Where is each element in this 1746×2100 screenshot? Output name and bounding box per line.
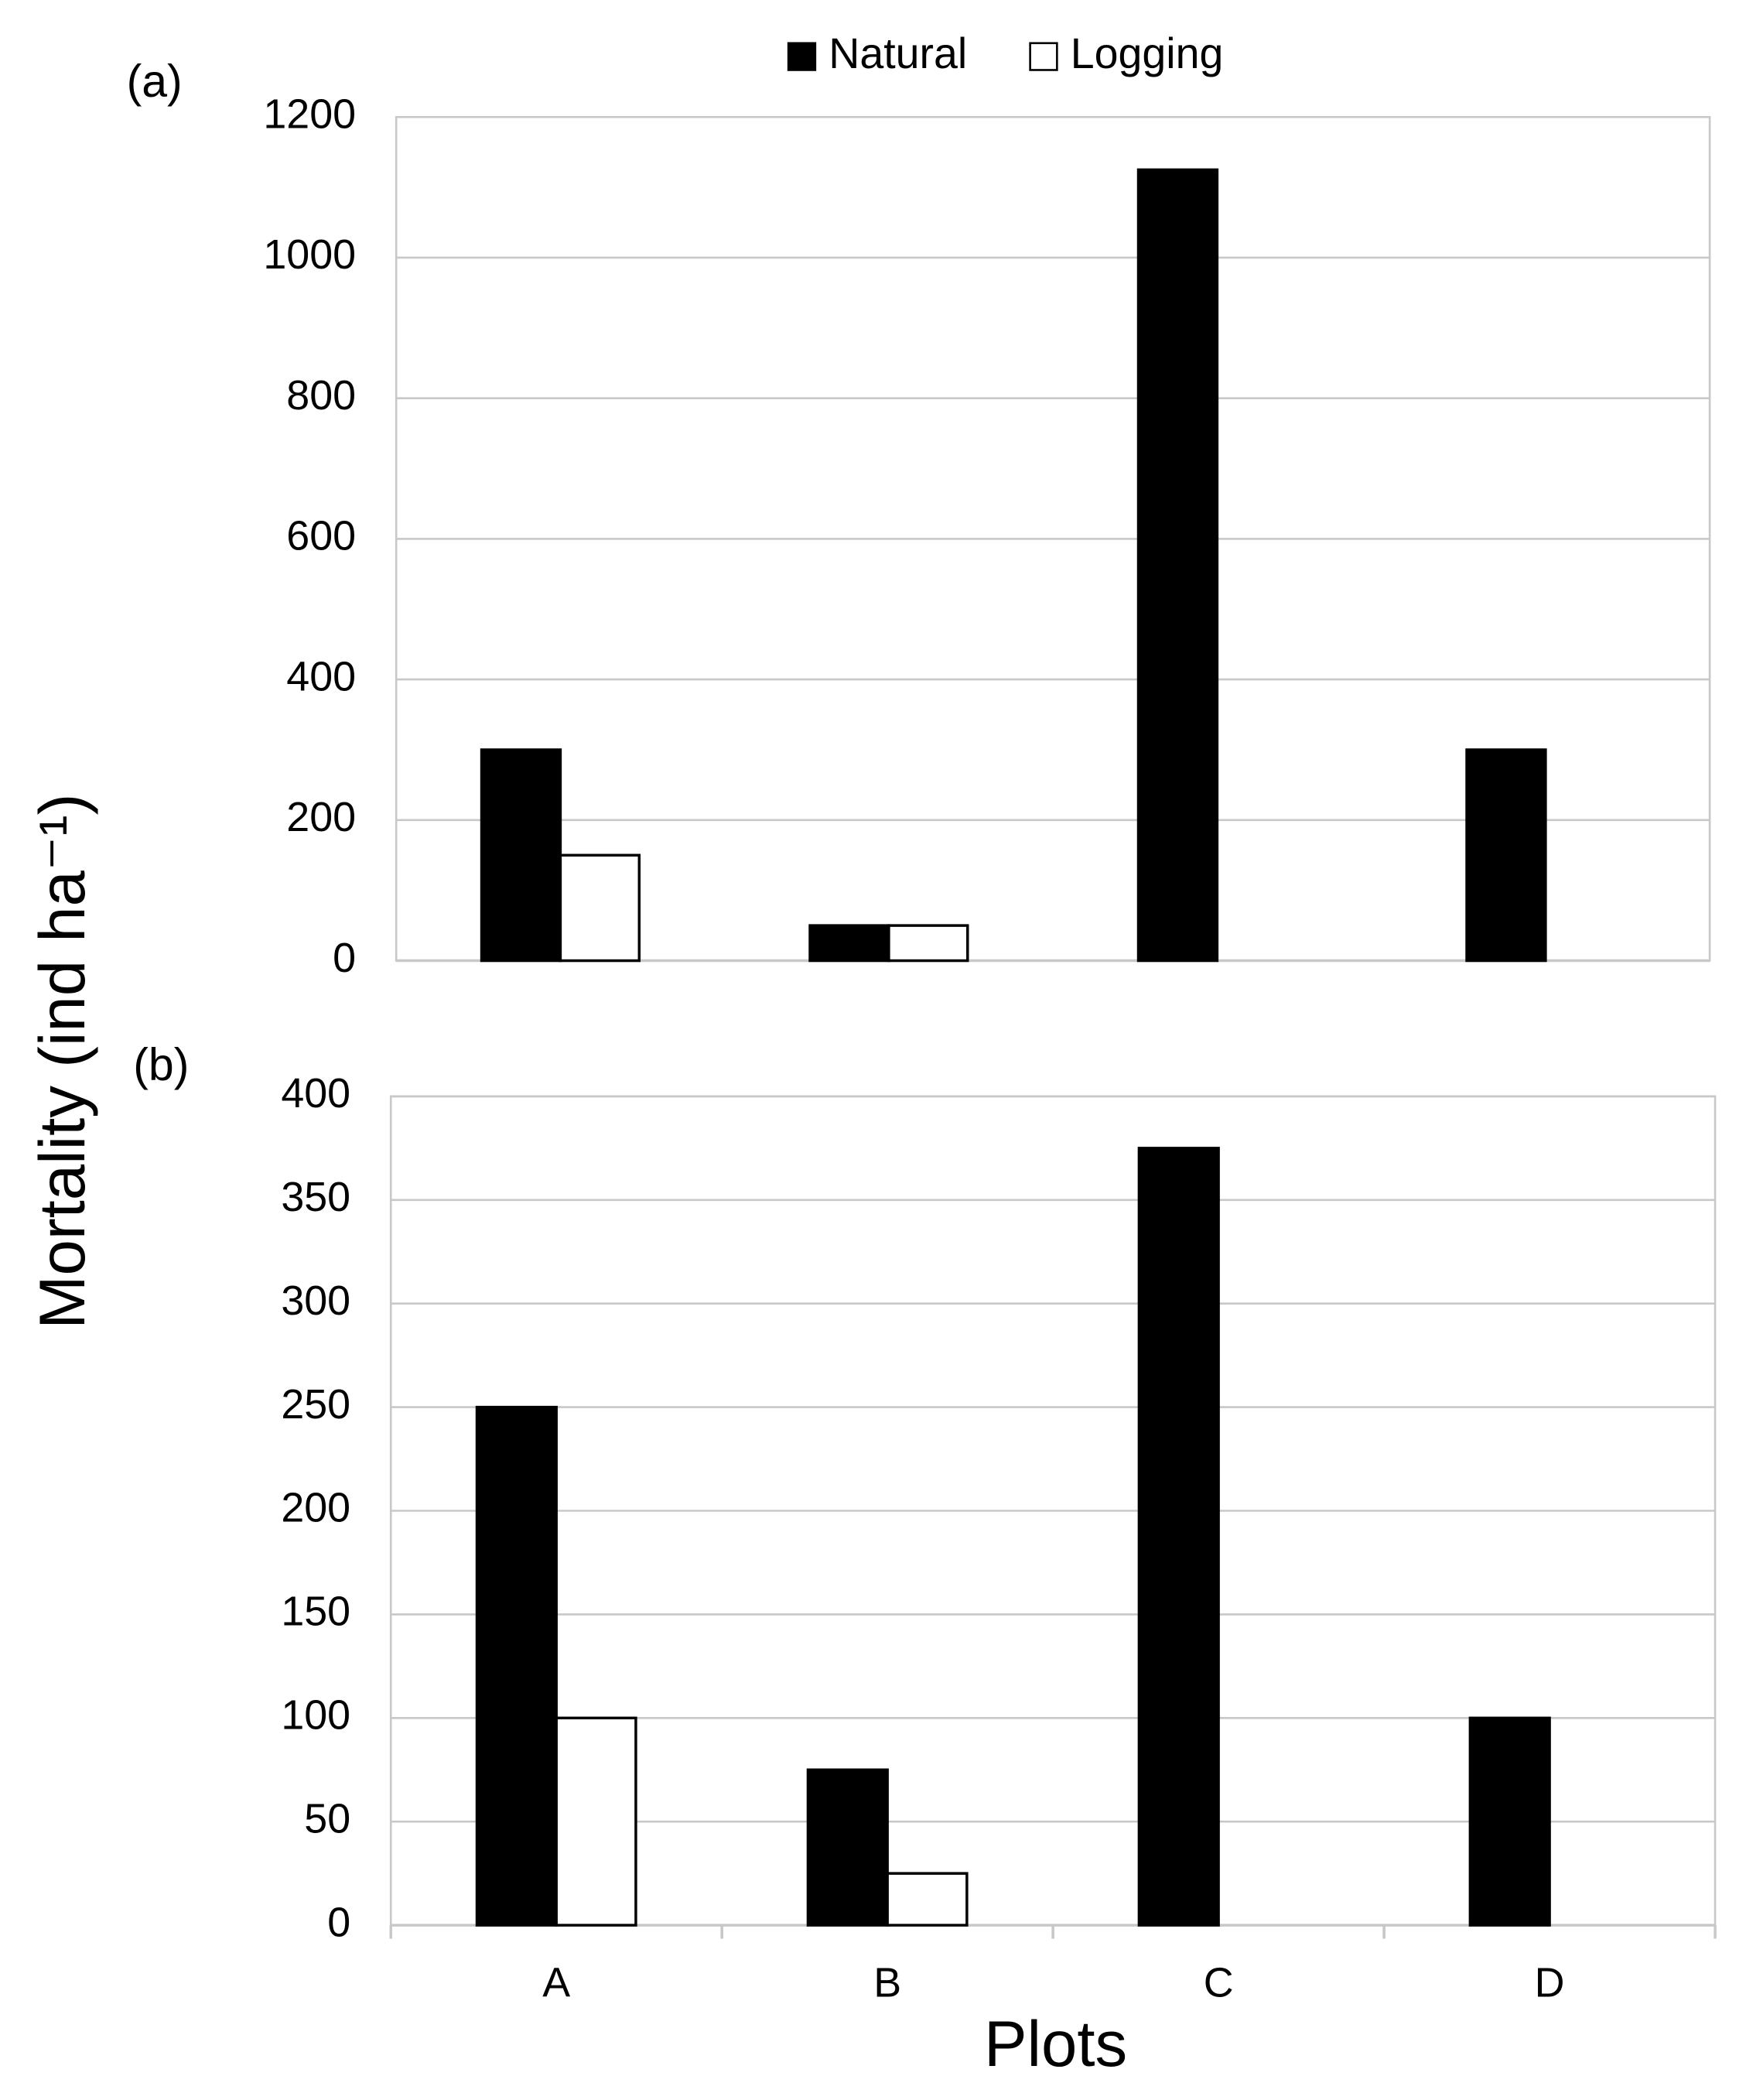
bar xyxy=(1465,748,1547,963)
bar xyxy=(806,1768,889,1927)
y-tick-label: 250 xyxy=(281,1381,350,1428)
y-tick-label: 150 xyxy=(281,1589,350,1635)
bar xyxy=(555,1716,637,1927)
x-tick-label: C xyxy=(1204,1959,1234,2006)
y-tick-label: 800 xyxy=(286,372,356,419)
y-tick-label: 300 xyxy=(281,1277,350,1324)
x-tick-label: A xyxy=(542,1959,570,2006)
bar xyxy=(1468,1716,1551,1927)
y-axis-title: Mortality (ind ha⁻¹) xyxy=(26,794,98,1329)
x-tick-label: B xyxy=(873,1959,901,2006)
y-tick-label: 200 xyxy=(281,1485,350,1531)
panel-label: (a) xyxy=(127,56,183,107)
legend-swatch xyxy=(1029,42,1058,71)
y-tick-label: 0 xyxy=(327,1899,350,1945)
bar xyxy=(1136,168,1219,963)
y-tick-label: 350 xyxy=(281,1174,350,1220)
panel-label: (b) xyxy=(133,1039,189,1090)
y-tick-label: 400 xyxy=(281,1070,350,1117)
y-tick-label: 600 xyxy=(286,513,356,559)
y-tick-label: 0 xyxy=(333,935,356,981)
bar xyxy=(886,1872,969,1927)
y-tick-label: 400 xyxy=(286,653,356,699)
x-tick-label: D xyxy=(1535,1959,1565,2006)
legend-swatch xyxy=(787,42,817,71)
y-tick-label: 50 xyxy=(304,1795,350,1842)
y-tick-label: 1200 xyxy=(263,91,356,137)
bar xyxy=(475,1405,558,1927)
y-tick-label: 1000 xyxy=(263,231,356,278)
bar xyxy=(480,748,562,963)
bar xyxy=(1137,1147,1220,1927)
legend-label: Logging xyxy=(1071,29,1224,77)
bar xyxy=(887,924,969,963)
bar xyxy=(559,853,641,963)
bar xyxy=(808,924,890,963)
legend-label: Natural xyxy=(829,29,967,77)
x-axis-title: Plots xyxy=(984,2008,1127,2080)
y-tick-label: 200 xyxy=(286,794,356,840)
y-tick-label: 100 xyxy=(281,1692,350,1739)
